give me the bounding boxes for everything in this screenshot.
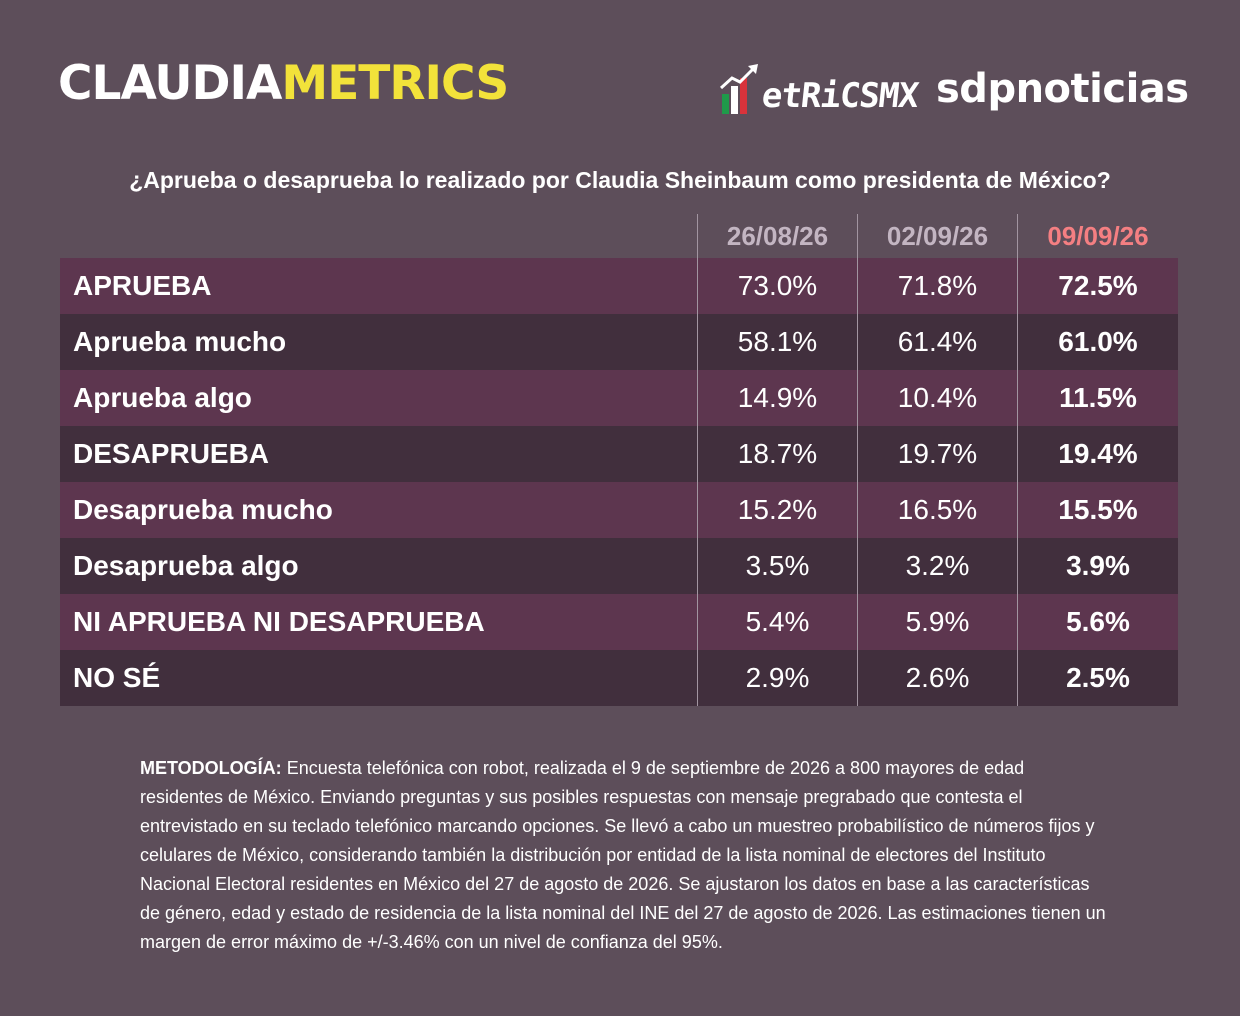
value-cell: 5.9% — [857, 594, 1017, 650]
row-label: Desaprueba mucho — [73, 494, 333, 525]
table-row: NO SÉ 2.9% 2.6% 2.5% — [60, 650, 1178, 706]
results-table: 26/08/26 02/09/26 09/09/26 APRUEBA 73.0%… — [60, 214, 1178, 706]
table-row: DESAPRUEBA 18.7% 19.7% 19.4% — [60, 426, 1178, 482]
value-cell-latest: 72.5% — [1017, 258, 1178, 314]
value-cell: 14.9% — [697, 370, 857, 426]
methodology-label: METODOLOGÍA: — [140, 758, 282, 778]
value-cell: 10.4% — [857, 370, 1017, 426]
table-row: Desaprueba algo 3.5% 3.2% 3.9% — [60, 538, 1178, 594]
row-label: Aprueba mucho — [73, 326, 287, 357]
value-cell-latest: 3.9% — [1017, 538, 1178, 594]
value-cell: 18.7% — [697, 426, 857, 482]
table-row: NI APRUEBA NI DESAPRUEBA 5.4% 5.9% 5.6% — [60, 594, 1178, 650]
chart-title: ¿Aprueba o desaprueba lo realizado por C… — [129, 167, 1111, 193]
value-cell: 2.6% — [857, 650, 1017, 706]
value-cell: 19.7% — [857, 426, 1017, 482]
value-cell: 15.2% — [697, 482, 857, 538]
header-blank-cell — [60, 214, 697, 258]
value-cell-latest: 5.6% — [1017, 594, 1178, 650]
row-label: Aprueba algo — [73, 382, 252, 413]
value-cell: 5.4% — [697, 594, 857, 650]
value-cell-latest: 11.5% — [1017, 370, 1178, 426]
value-cell: 61.4% — [857, 314, 1017, 370]
methodology-text: Encuesta telefónica con robot, realizada… — [140, 758, 1106, 952]
table-row: Aprueba mucho 58.1% 61.4% 61.0% — [60, 314, 1178, 370]
table-header-row: 26/08/26 02/09/26 09/09/26 — [60, 214, 1178, 258]
brand-part-claudia: CLAUDIA — [58, 56, 282, 111]
value-cell: 71.8% — [857, 258, 1017, 314]
row-label: NO SÉ — [73, 662, 161, 693]
value-cell-latest: 61.0% — [1017, 314, 1178, 370]
value-cell: 16.5% — [857, 482, 1017, 538]
column-header-date-3: 09/09/26 — [1017, 214, 1178, 258]
value-cell: 3.5% — [697, 538, 857, 594]
metricsmx-logo: etRiCSMX — [720, 60, 920, 116]
row-label: APRUEBA — [73, 270, 212, 301]
metricsmx-wordmark: etRiCSMX — [759, 76, 920, 116]
value-cell: 2.9% — [697, 650, 857, 706]
value-cell-latest: 15.5% — [1017, 482, 1178, 538]
sdpnoticias-logo: sdpnoticias — [936, 66, 1189, 112]
column-header-date-2: 02/09/26 — [857, 214, 1017, 258]
table-row: Aprueba algo 14.9% 10.4% 11.5% — [60, 370, 1178, 426]
claudiametrics-logo: CLAUDIAMETRICS — [58, 56, 509, 112]
value-cell-latest: 19.4% — [1017, 426, 1178, 482]
value-cell-latest: 2.5% — [1017, 650, 1178, 706]
row-label: NI APRUEBA NI DESAPRUEBA — [73, 606, 485, 637]
value-cell: 73.0% — [697, 258, 857, 314]
column-header-date-1: 26/08/26 — [697, 214, 857, 258]
table-row: APRUEBA 73.0% 71.8% 72.5% — [60, 258, 1178, 314]
brand-part-metrics: METRICS — [281, 56, 509, 111]
row-label: Desaprueba algo — [73, 550, 299, 581]
row-label: DESAPRUEBA — [73, 438, 270, 469]
methodology-note: METODOLOGÍA: Encuesta telefónica con rob… — [140, 754, 1110, 957]
bar-chart-arrow-icon — [720, 64, 758, 114]
value-cell: 58.1% — [697, 314, 857, 370]
value-cell: 3.2% — [857, 538, 1017, 594]
table-row: Desaprueba mucho 15.2% 16.5% 15.5% — [60, 482, 1178, 538]
